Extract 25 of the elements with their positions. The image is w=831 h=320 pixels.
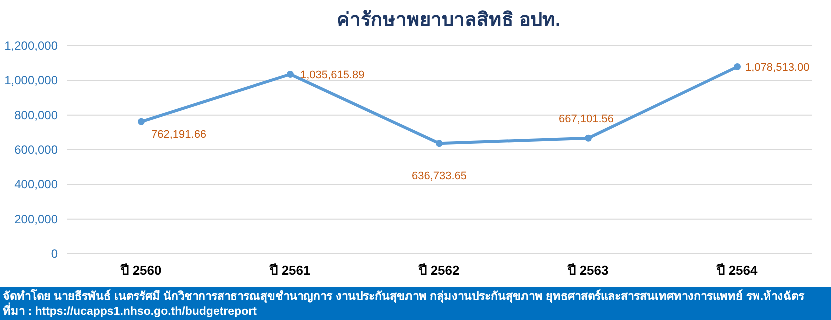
x-tick-label: ปี 2563 bbox=[567, 263, 609, 278]
chart-title: ค่ารักษาพยาบาลสิทธิ อปท. bbox=[337, 10, 561, 31]
data-label: 762,191.66 bbox=[152, 128, 207, 141]
y-tick-label: 1,200,000 bbox=[4, 39, 58, 53]
point bbox=[585, 134, 592, 142]
point bbox=[287, 70, 294, 78]
data-label: 1,078,513.00 bbox=[746, 62, 810, 74]
y-tick-label: 200,000 bbox=[14, 212, 58, 226]
y-tick-label: 800,000 bbox=[14, 108, 58, 122]
text: จัดทำโดย นายธีรพันธ์ เนตรรัศมี นักวิชาการสาธารณสุขชำนาญการ งานประกันสุขภาพ กลุ่มงานประกันสุขภาพ ยุทธศาสตร์และสารสนเทศทางการแพทย์ รพ.ห้างฉัตร bbox=[3, 288, 806, 304]
x-tick-label: ปี 2562 bbox=[418, 263, 460, 278]
y-tick-label: 1,000,000 bbox=[4, 74, 58, 88]
data-label: 636,733.65 bbox=[412, 170, 468, 183]
point bbox=[734, 64, 741, 71]
data-label: 1,035,615.89 bbox=[300, 69, 365, 82]
y-tick-label: 600,000 bbox=[14, 143, 58, 157]
y-tick-label: 400,000 bbox=[14, 178, 58, 192]
point bbox=[138, 118, 145, 126]
point bbox=[436, 140, 443, 148]
x-tick-label: ปี 2560 bbox=[120, 263, 162, 278]
text: ที่มา : https://ucapps1.nhso.go.th/budgetreport bbox=[3, 302, 258, 318]
y-tick-label: 0 bbox=[51, 247, 58, 261]
x-tick-label: ปี 2561 bbox=[269, 263, 311, 278]
data-label: 667,101.56 bbox=[558, 113, 614, 126]
x-tick-label: ปี 2564 bbox=[716, 263, 759, 278]
